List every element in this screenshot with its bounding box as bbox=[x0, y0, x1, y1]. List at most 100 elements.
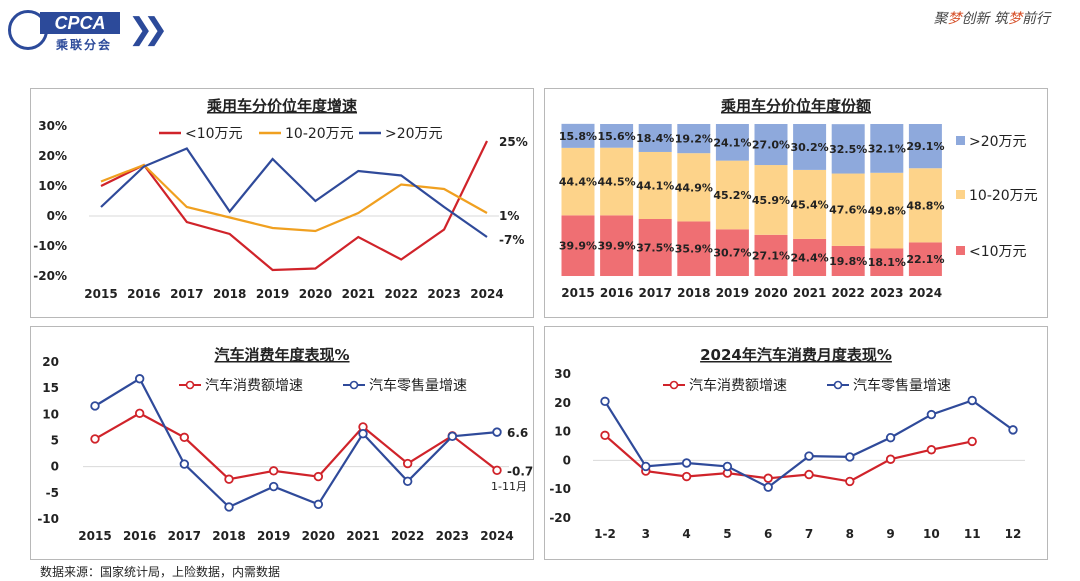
data-point bbox=[402, 476, 413, 487]
data-point bbox=[763, 473, 773, 483]
data-point bbox=[845, 452, 855, 462]
bar-value-label: 39.9% bbox=[598, 240, 636, 253]
chart-svg: 乘用车分价位年度份额 39.9% 44.4% 15.8% 2015 39.9% 44.5% 1… bbox=[559, 97, 1038, 300]
x-tick-label: 2020 bbox=[299, 287, 332, 301]
data-point bbox=[492, 427, 502, 437]
bar-value-label: 48.8% bbox=[906, 199, 944, 212]
legend-label: 10-20万元 bbox=[969, 188, 1038, 204]
bar-segment bbox=[715, 229, 749, 276]
bar-segment bbox=[600, 147, 634, 216]
bar-value-label: 24.4% bbox=[791, 251, 829, 264]
cpca-logo: CPCA 乘联分会 ❯❯ bbox=[6, 8, 176, 54]
bar-segment bbox=[793, 169, 827, 239]
x-tick-label: 1-2 bbox=[594, 527, 616, 541]
header: CPCA 乘联分会 ❯❯ 聚梦创新 筑梦前行 bbox=[0, 0, 1080, 60]
x-tick-label: 2015 bbox=[78, 529, 111, 543]
y-tick-label: 30 bbox=[554, 367, 571, 381]
legend-label: <10万元 bbox=[969, 244, 1027, 260]
x-tick-label: 2015 bbox=[561, 286, 594, 300]
x-tick-label: 2021 bbox=[346, 529, 379, 543]
x-tick-label: 2017 bbox=[168, 529, 201, 543]
bar-value-label: 19.8% bbox=[829, 255, 867, 268]
data-point bbox=[1008, 425, 1018, 435]
data-point bbox=[926, 445, 937, 455]
legend-marker bbox=[669, 380, 679, 390]
x-tick-label: 2022 bbox=[831, 286, 864, 300]
x-tick-label: 11 bbox=[964, 527, 981, 541]
legend-marker bbox=[833, 380, 843, 390]
x-tick-label: 2022 bbox=[391, 529, 424, 543]
x-tick-label: 2015 bbox=[84, 287, 117, 301]
bar-value-label: 37.5% bbox=[636, 242, 674, 255]
x-tick-label: 2024 bbox=[470, 287, 503, 301]
bar-value-label: 30.2% bbox=[791, 141, 829, 154]
logo-text: CPCA bbox=[40, 12, 120, 34]
legend-label: 汽车消费额增速 bbox=[205, 377, 303, 394]
y-tick-label: 15 bbox=[42, 381, 59, 395]
y-tick-label: -10% bbox=[33, 239, 67, 253]
annual-chart-panel: 汽车消费年度表现% 20 15 10 5 0 -5 -10 2015 2016 2017 2018 20… bbox=[30, 326, 534, 560]
data-point bbox=[641, 461, 651, 472]
data-point bbox=[845, 476, 855, 487]
y-tick-label: 20 bbox=[554, 396, 571, 410]
end-value-label: 25% bbox=[499, 135, 528, 149]
y-tick-label: 10 bbox=[42, 407, 59, 421]
bar-segment bbox=[908, 124, 942, 169]
bar-segment bbox=[561, 147, 595, 216]
bar-value-label: 44.1% bbox=[636, 179, 674, 192]
x-tick-label: 6 bbox=[764, 527, 772, 541]
bar-value-label: 27.0% bbox=[752, 139, 790, 152]
share-chart-panel: 乘用车分价位年度份额 39.9% 44.4% 15.8% 2015 39.9% 44.5% 1… bbox=[544, 88, 1048, 318]
legend-label: >20万元 bbox=[969, 134, 1027, 150]
series-line bbox=[100, 163, 488, 233]
bar-value-label: 45.2% bbox=[713, 189, 751, 202]
bar-value-label: 44.9% bbox=[675, 181, 713, 194]
bar-value-label: 44.5% bbox=[598, 176, 636, 189]
legend-label: >20万元 bbox=[385, 126, 443, 142]
chevron-right-icon: ❯❯ bbox=[128, 12, 168, 47]
x-tick-label: 8 bbox=[846, 527, 854, 541]
bar-segment bbox=[754, 165, 788, 235]
bar-segment bbox=[677, 153, 711, 222]
bar-value-label: 44.4% bbox=[559, 176, 597, 189]
bar-value-label: 32.5% bbox=[829, 143, 867, 156]
y-tick-label: -20% bbox=[33, 269, 67, 283]
bar-segment bbox=[831, 124, 865, 174]
bar-value-label: 35.9% bbox=[675, 243, 713, 256]
x-tick-label: 10 bbox=[923, 527, 940, 541]
data-point bbox=[600, 396, 610, 407]
data-point bbox=[402, 458, 413, 469]
x-tick-label: 2017 bbox=[170, 287, 203, 301]
logo-subtitle: 乘联分会 bbox=[56, 38, 113, 52]
series-line bbox=[604, 434, 973, 483]
chart-svg: 乘用车分价位年度增速 30% 20% 10% 0% -10% -20% 2015 2016 201… bbox=[33, 97, 528, 301]
x-tick-label: 5 bbox=[723, 527, 731, 541]
y-tick-label: -20 bbox=[549, 511, 571, 525]
bar-value-label: 18.1% bbox=[868, 256, 906, 269]
x-tick-label: 2023 bbox=[870, 286, 903, 300]
x-tick-label: 12 bbox=[1005, 527, 1022, 541]
legend-label: <10万元 bbox=[185, 126, 243, 142]
data-point bbox=[179, 432, 190, 443]
bar-value-label: 18.4% bbox=[636, 132, 674, 145]
data-point bbox=[313, 499, 324, 510]
x-tick-label: 2020 bbox=[754, 286, 787, 300]
y-tick-label: -10 bbox=[37, 512, 59, 526]
data-point bbox=[447, 431, 458, 442]
bar-value-label: 47.6% bbox=[829, 204, 867, 217]
bar-value-label: 45.4% bbox=[791, 198, 829, 211]
data-point bbox=[134, 374, 145, 384]
data-point bbox=[268, 466, 279, 476]
data-point bbox=[90, 434, 100, 444]
x-tick-label: 2018 bbox=[212, 529, 245, 543]
end-value-label: 1% bbox=[499, 209, 519, 223]
y-tick-label: 0 bbox=[563, 453, 571, 467]
bar-segment bbox=[677, 124, 711, 154]
data-point bbox=[90, 401, 100, 411]
chart-title: 2024年汽车消费月度表现% bbox=[700, 346, 892, 364]
bar-value-label: 22.1% bbox=[906, 253, 944, 266]
end-value-label: 6.6 bbox=[507, 426, 528, 440]
note-label: 1-11月 bbox=[491, 480, 527, 493]
bar-segment bbox=[600, 215, 634, 276]
